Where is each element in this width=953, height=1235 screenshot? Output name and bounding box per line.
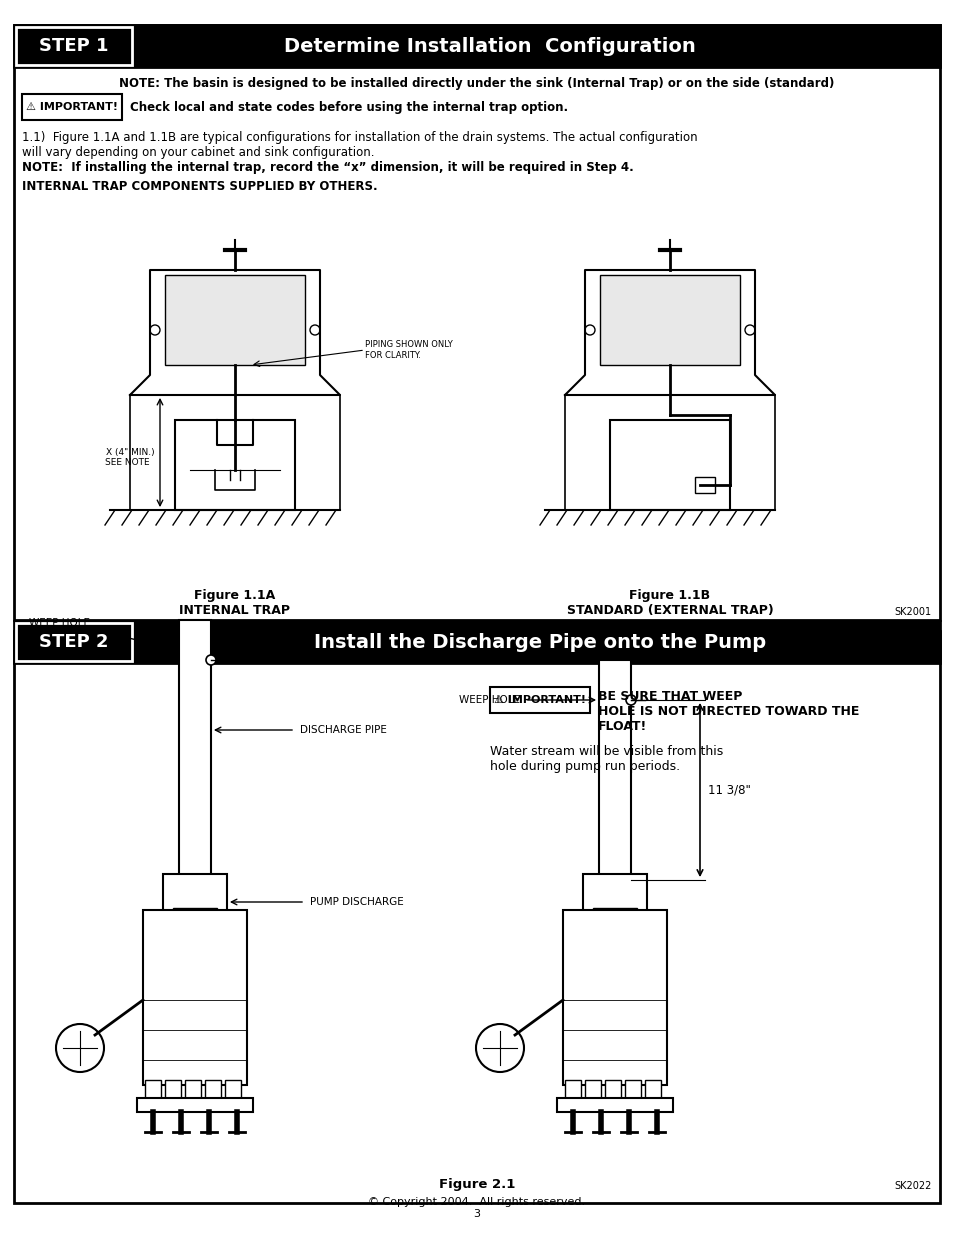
Text: STEP 2: STEP 2 [39,634,109,651]
Text: Check local and state codes before using the internal trap option.: Check local and state codes before using… [130,100,568,114]
FancyBboxPatch shape [644,1079,660,1098]
FancyBboxPatch shape [562,910,666,1086]
FancyBboxPatch shape [593,908,637,923]
Text: 1.1)  Figure 1.1A and 1.1B are typical configurations for installation of the dr: 1.1) Figure 1.1A and 1.1B are typical co… [22,131,697,159]
Text: NOTE:  If installing the internal trap, record the “x” dimension, it will be req: NOTE: If installing the internal trap, r… [22,161,633,173]
Text: Install the Discharge Pipe onto the Pump: Install the Discharge Pipe onto the Pump [314,632,765,652]
FancyBboxPatch shape [143,910,247,1086]
Text: PIPING SHOWN ONLY
FOR CLARITY.: PIPING SHOWN ONLY FOR CLARITY. [365,341,453,359]
Text: DISCHARGE PIPE: DISCHARGE PIPE [299,725,387,735]
FancyBboxPatch shape [582,874,646,911]
Text: BE SURE THAT WEEP
HOLE IS NOT DIRECTED TOWARD THE
FLOAT!: BE SURE THAT WEEP HOLE IS NOT DIRECTED T… [598,690,859,734]
FancyBboxPatch shape [609,420,729,510]
Circle shape [150,325,160,335]
FancyBboxPatch shape [225,1079,241,1098]
FancyBboxPatch shape [584,1079,600,1098]
Text: Determine Installation  Configuration: Determine Installation Configuration [284,37,695,56]
FancyBboxPatch shape [165,1079,181,1098]
Text: Figure 1.1B
STANDARD (EXTERNAL TRAP): Figure 1.1B STANDARD (EXTERNAL TRAP) [566,589,773,618]
FancyBboxPatch shape [205,1079,221,1098]
Text: SK2022: SK2022 [894,1181,931,1191]
FancyBboxPatch shape [185,1079,201,1098]
Text: PUMP DISCHARGE: PUMP DISCHARGE [310,897,403,906]
Text: © Copyright 2004.  All rights reserved.
3: © Copyright 2004. All rights reserved. 3 [368,1198,585,1219]
FancyBboxPatch shape [490,687,589,713]
FancyBboxPatch shape [14,25,939,620]
FancyBboxPatch shape [624,1079,640,1098]
Text: Figure 1.1A
INTERNAL TRAP: Figure 1.1A INTERNAL TRAP [179,589,291,618]
Text: Water stream will be visible from this
hole during pump run periods.: Water stream will be visible from this h… [490,745,722,773]
FancyBboxPatch shape [145,1079,161,1098]
FancyBboxPatch shape [163,874,227,911]
Text: SEE NOTE: SEE NOTE [105,458,150,467]
FancyBboxPatch shape [179,620,211,881]
FancyBboxPatch shape [174,420,294,510]
FancyBboxPatch shape [165,275,305,366]
Text: WEEP HOLE: WEEP HOLE [29,618,90,629]
FancyBboxPatch shape [16,622,132,661]
FancyBboxPatch shape [22,94,122,120]
Circle shape [625,695,636,705]
FancyBboxPatch shape [564,1079,580,1098]
FancyBboxPatch shape [557,1098,672,1112]
Circle shape [584,325,595,335]
Text: WEEP HOLE: WEEP HOLE [458,695,519,705]
Text: X (4" MIN.): X (4" MIN.) [107,448,154,457]
FancyBboxPatch shape [598,659,630,881]
Circle shape [56,1024,104,1072]
FancyBboxPatch shape [16,27,132,65]
FancyBboxPatch shape [14,621,939,663]
FancyBboxPatch shape [604,1079,620,1098]
Text: 11 3/8": 11 3/8" [707,783,750,797]
Text: Figure 2.1: Figure 2.1 [438,1178,515,1191]
FancyBboxPatch shape [14,631,939,1203]
Circle shape [744,325,754,335]
Text: INTERNAL TRAP COMPONENTS SUPPLIED BY OTHERS.: INTERNAL TRAP COMPONENTS SUPPLIED BY OTH… [22,180,377,194]
Text: SK2001: SK2001 [894,606,931,618]
FancyBboxPatch shape [599,275,740,366]
Text: ⚠ IMPORTANT!: ⚠ IMPORTANT! [26,103,118,112]
FancyBboxPatch shape [14,25,939,67]
Text: ⚠ IMPORTANT!: ⚠ IMPORTANT! [494,695,585,705]
FancyBboxPatch shape [172,908,216,923]
Circle shape [310,325,319,335]
Text: STEP 1: STEP 1 [39,37,109,56]
Text: NOTE: The basin is designed to be installed directly under the sink (Internal Tr: NOTE: The basin is designed to be instal… [119,77,834,89]
FancyBboxPatch shape [137,1098,253,1112]
FancyBboxPatch shape [695,477,714,493]
Circle shape [206,655,215,664]
Circle shape [476,1024,523,1072]
